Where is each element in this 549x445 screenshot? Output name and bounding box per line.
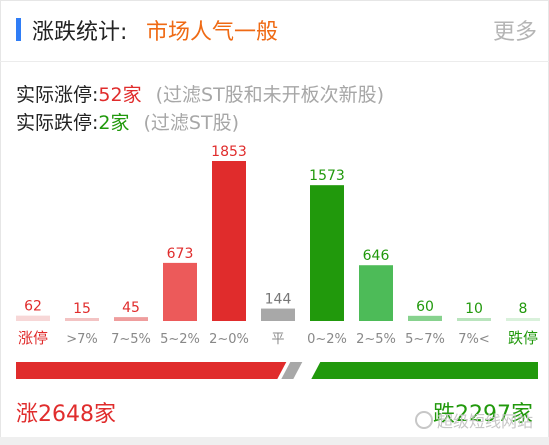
title-accent-bar [16, 18, 21, 41]
more-link[interactable]: 更多 [492, 20, 537, 45]
bar-value-label: 1853 [211, 144, 247, 160]
category-tick-label: 涨停 [18, 329, 48, 347]
wechat-icon [414, 411, 433, 429]
bar-8 [408, 315, 442, 321]
category-tick-label: 平 [271, 332, 284, 347]
bar-10 [506, 318, 540, 321]
bottom-strip [0, 437, 549, 445]
distribution-bar-chart: 62 涨停 15 >7% 45 7~5% 673 5~2% 1853 2~0% 144 平 1573 0~… [16, 144, 540, 347]
watermark-text: 超级短线网站 [436, 412, 533, 431]
bar-value-label: 673 [167, 246, 194, 262]
limit-down-row: 实际跌停:2家 (过滤ST股) [16, 108, 239, 135]
bar-value-label: 15 [73, 301, 91, 317]
bar-value-label: 45 [122, 300, 140, 316]
category-tick-label: 7%< [458, 332, 490, 347]
bar-5 [261, 308, 295, 321]
limit-up-note: (过滤ST股和未开板次新股) [155, 84, 385, 106]
market-mood: 市场人气一般 [146, 20, 279, 45]
flat-segment [281, 362, 303, 379]
panel-title: 涨跌统计: [32, 20, 128, 45]
up-down-ratio-bar [16, 362, 538, 379]
bar-7 [359, 265, 393, 321]
bar-3 [163, 262, 197, 321]
bar-value-label: 646 [363, 248, 390, 264]
limit-up-value: 52家 [98, 84, 142, 106]
category-tick-label: 2~0% [209, 332, 249, 347]
limit-down-label: 实际跌停: [16, 112, 99, 134]
limit-down-value: 2家 [98, 112, 130, 134]
bar-value-label: 62 [24, 299, 42, 315]
bar-2 [114, 317, 148, 321]
up-total: 涨2648家 [16, 402, 116, 427]
down-total: 跌2297家 [433, 402, 533, 427]
category-tick-label: 7~5% [111, 332, 151, 347]
up-segment [16, 362, 287, 379]
limit-down-note: (过滤ST股) [143, 112, 240, 134]
bar-6 [310, 185, 344, 321]
watermark: 超级短线网站 [414, 408, 533, 432]
bar-value-label: 60 [416, 299, 434, 315]
header: 涨跌统计: 市场人气一般 更多 [0, 0, 549, 60]
bar-1 [65, 318, 99, 321]
bar-9 [457, 318, 491, 321]
bar-0 [16, 315, 50, 321]
limit-up-label: 实际涨停: [16, 84, 99, 106]
header-divider [0, 61, 549, 62]
limit-up-row: 实际涨停:52家 (过滤ST股和未开板次新股) [16, 80, 384, 107]
category-tick-label: 2~5% [356, 332, 396, 347]
category-tick-label: 5~7% [405, 332, 445, 347]
bar-value-label: 10 [465, 301, 483, 317]
bar-value-label: 1573 [309, 168, 345, 184]
bar-value-label: 144 [265, 292, 292, 308]
category-tick-label: >7% [66, 332, 98, 347]
bar-value-label: 8 [519, 301, 528, 317]
bar-4 [212, 161, 246, 321]
category-tick-label: 5~2% [160, 332, 200, 347]
category-tick-label: 0~2% [307, 332, 347, 347]
category-tick-label: 跌停 [508, 329, 538, 347]
down-segment [311, 362, 538, 379]
